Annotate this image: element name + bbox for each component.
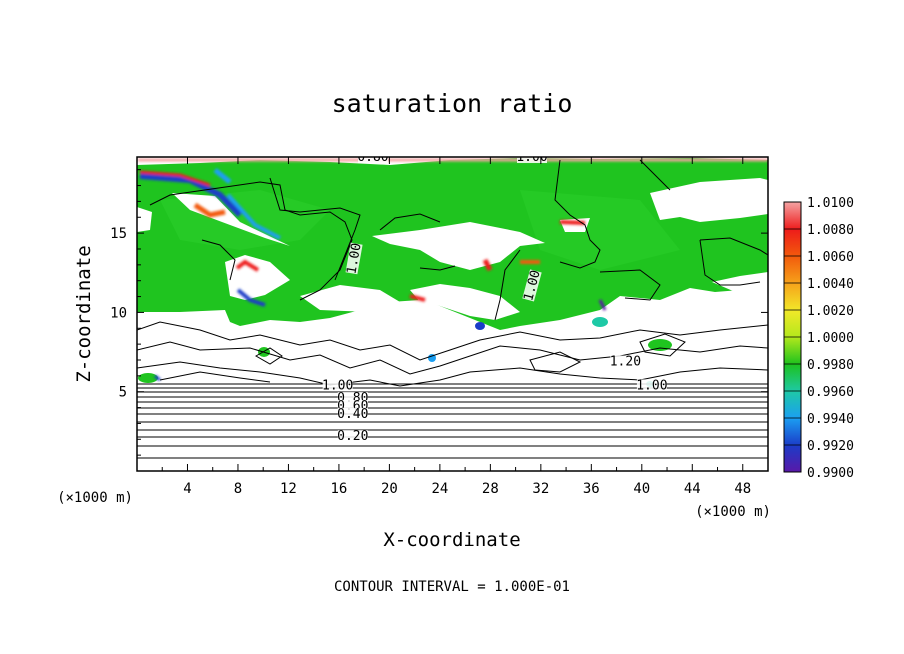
colorbar-label: 1.0080	[807, 223, 854, 238]
contour-label-bg	[337, 407, 368, 420]
colorbar-label: 1.0000	[807, 331, 854, 346]
contour-interval-note: CONTOUR INTERVAL = 1.000E-01	[334, 579, 570, 595]
contour-label: 1.00	[322, 378, 353, 393]
x-axis-ticks: 4 8 12 16 20 24 28 32 36 40 44 48	[161, 157, 751, 497]
colorbar-label: 0.9900	[807, 466, 854, 481]
x-unit-label-left: (×1000 m)	[57, 490, 133, 506]
colorbar: 1.0100 1.0080 1.0060 1.0040 1.0020 1.0000 0.99…	[783, 196, 854, 481]
y-axis-label: Z-coordinate	[73, 245, 95, 382]
colorbar-label: 1.0020	[807, 304, 854, 319]
x-tick-label: 40	[633, 481, 650, 497]
colorbar-segment	[784, 256, 801, 284]
colorbar-label: 1.0040	[807, 277, 854, 292]
x-tick-label: 28	[482, 481, 499, 497]
x-axis-label: X-coordinate	[383, 529, 520, 551]
contour-label-bg	[322, 379, 353, 392]
colorbar-segment	[784, 337, 801, 365]
colorbar-label: 0.9980	[807, 358, 854, 373]
colorbar-segment	[784, 283, 801, 311]
contour-label: 1.00	[636, 378, 667, 393]
contour-label-bg	[357, 157, 388, 163]
contour-label-bg	[517, 157, 548, 163]
contour-labels: 0.80 1.001.001.001.201.001.000.800.600.40…	[322, 150, 668, 444]
contour-label: 1.00	[516, 150, 547, 165]
colorbar-label: 0.9940	[807, 412, 854, 427]
y-axis-ticks: 5 10 15	[110, 169, 768, 456]
colorbar-segment	[784, 364, 801, 392]
plot-frame	[136, 156, 769, 472]
plot-area: 0.80 1.001.001.001.201.001.000.800.600.40…	[137, 150, 768, 471]
colorbar-label: 0.9920	[807, 439, 854, 454]
x-tick-label: 20	[381, 481, 398, 497]
colorbar-segment	[784, 310, 801, 338]
colorbar-segment	[784, 202, 801, 230]
x-tick-label: 12	[280, 481, 297, 497]
y-tick-label: 10	[110, 305, 127, 321]
colorbar-segment	[784, 445, 801, 473]
x-tick-label: 48	[734, 481, 751, 497]
chart-title: saturation ratio	[332, 89, 573, 118]
y-tick-label: 15	[110, 226, 127, 242]
x-tick-label: 44	[684, 481, 701, 497]
x-tick-label: 4	[183, 481, 191, 497]
x-tick-label: 36	[583, 481, 600, 497]
colorbar-segment	[784, 229, 801, 257]
x-tick-label: 24	[431, 481, 448, 497]
contour-label: 0.40	[337, 407, 368, 422]
x-tick-label: 32	[532, 481, 549, 497]
contour-label: 1.00	[344, 242, 364, 275]
x-tick-label: 8	[234, 481, 242, 497]
contour-label-bg	[337, 430, 368, 443]
x-unit-label-right: (×1000 m)	[695, 504, 771, 520]
colorbar-segment	[784, 391, 801, 419]
colorbar-label: 1.0060	[807, 250, 854, 265]
contour-label-bg	[636, 379, 667, 392]
contour-label-bg	[522, 269, 542, 302]
contour-label: 0.20	[337, 429, 368, 444]
contour-label-bg	[345, 242, 363, 275]
colorbar-segment	[784, 418, 801, 446]
colorbar-label: 0.9960	[807, 385, 854, 400]
field-extremes	[138, 158, 768, 382]
contour-label: 0.80	[357, 150, 388, 165]
colorbar-label: 1.0100	[807, 196, 854, 211]
y-tick-label: 5	[119, 385, 127, 401]
x-tick-label: 16	[330, 481, 347, 497]
contour-label-bg	[610, 355, 641, 368]
contour-label: 1.20	[610, 355, 641, 370]
